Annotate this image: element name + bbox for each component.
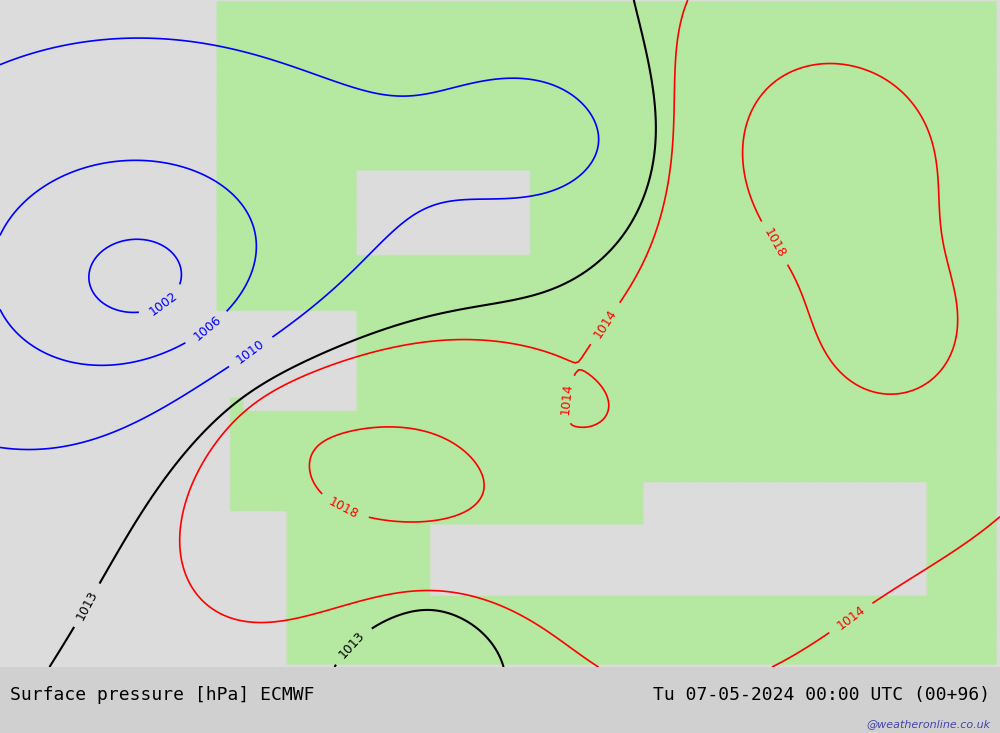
- Text: 1018: 1018: [327, 496, 361, 522]
- Text: Surface pressure [hPa] ECMWF: Surface pressure [hPa] ECMWF: [10, 685, 314, 704]
- Text: @weatheronline.co.uk: @weatheronline.co.uk: [866, 719, 990, 729]
- Text: 1014: 1014: [559, 383, 575, 416]
- Text: 1002: 1002: [147, 289, 181, 318]
- Text: 1013: 1013: [336, 629, 367, 660]
- Text: 1014: 1014: [834, 603, 867, 633]
- Text: Tu 07-05-2024 00:00 UTC (00+96): Tu 07-05-2024 00:00 UTC (00+96): [653, 685, 990, 704]
- Text: 1013: 1013: [74, 589, 100, 622]
- Text: 1010: 1010: [234, 337, 267, 366]
- Text: 1014: 1014: [591, 306, 619, 340]
- Text: 1018: 1018: [761, 226, 788, 260]
- Text: 1006: 1006: [191, 314, 224, 344]
